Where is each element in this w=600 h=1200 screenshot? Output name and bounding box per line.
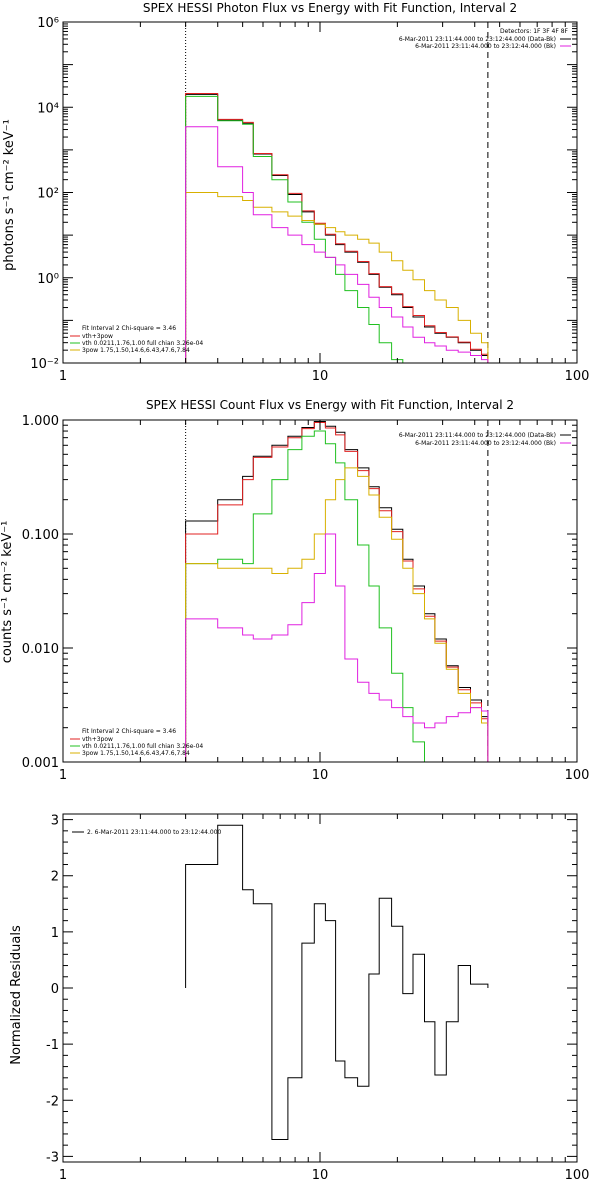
y-tick-label: 0 — [51, 982, 59, 997]
series-bk-0 — [185, 126, 489, 363]
panel-photon-flux: SPEX HESSI Photon Flux vs Energy with Fi… — [2, 1, 589, 384]
series-vth-1 — [185, 430, 425, 762]
panel-residuals: Normalized Residuals 1 10 100 -3 -2 -1 0 1 2 3 2.… — [9, 813, 590, 1183]
y-tick-label: 0.100 — [22, 528, 59, 543]
y-tick-label: -3 — [46, 1150, 59, 1165]
series-3pow-0 — [185, 192, 489, 363]
x-tick-label: 1 — [59, 768, 67, 783]
legend-data-bk: 6-Mar-2011 23:11:44.000 to 23:12:44.000 … — [399, 36, 556, 43]
legend-bottom-left-count: Fit Interval 2 Chi-square = 3.46 vth+3po… — [70, 728, 203, 757]
x-tick-label: 100 — [565, 768, 590, 783]
legend-bottom-left-photon: Fit Interval 2 Chi-square = 3.46 vth+3po… — [70, 325, 203, 354]
series-3pow-1 — [185, 467, 489, 762]
legend-3pow-count: 3pow 1.75,1.50,14.6,6.43,47.6,7.84 — [82, 750, 190, 757]
legend-top-left-residuals: 2. 6-Mar-2011 23:11:44.000 to 23:12:44.0… — [72, 829, 222, 836]
plot-area-count: 1 10 100 0.001 0.010 0.100 1.000 — [22, 414, 590, 783]
x-tick-label: 10 — [312, 1168, 329, 1183]
legend-detectors: Detectors: 1F 3F 4F 8F — [500, 28, 569, 35]
legend-top-right-count: 6-Mar-2011 23:11:44.000 to 23:12:44.000 … — [399, 432, 571, 447]
legend-vth3pow-count: vth+3pow — [82, 736, 113, 743]
x-tick-label: 10 — [312, 768, 329, 783]
plot-frame — [62, 419, 578, 763]
legend-vth-count: vth 0.0211,1.76,1.00 full chian 3.26e-04 — [82, 743, 203, 750]
y-tick-label: 1.000 — [22, 414, 59, 429]
panel-count-flux: SPEX HESSI Count Flux vs Energy with Fit… — [0, 398, 590, 783]
series-vth-0 — [185, 95, 404, 363]
legend-vth: vth 0.0211,1.76,1.00 full chian 3.26e-04 — [82, 340, 203, 347]
series-data-2 — [185, 824, 489, 1140]
x-tick-label: 100 — [565, 1168, 590, 1183]
legend-bk-count: 6-Mar-2011 23:11:44.000 to 23:12:44.000 … — [415, 440, 556, 447]
x-tick-label: 1 — [59, 1168, 67, 1183]
chart-title-count: SPEX HESSI Count Flux vs Energy with Fit… — [146, 398, 514, 412]
legend-residuals: 2. 6-Mar-2011 23:11:44.000 to 23:12:44.0… — [87, 829, 222, 836]
y-axis-label-residuals: Normalized Residuals — [9, 925, 24, 1065]
y-axis-label-photon: photons s⁻¹ cm⁻² keV⁻¹ — [2, 119, 17, 271]
x-tick-label: 100 — [565, 369, 590, 384]
y-tick-label: 10⁻² — [30, 357, 59, 372]
y-tick-label: 1 — [51, 926, 59, 941]
legend-vth3pow: vth+3pow — [82, 333, 113, 340]
y-tick-label: 3 — [51, 814, 59, 829]
plot-area-photon: 1 10 100 10⁻² 10⁰ 10² 10⁴ 10⁶ — [30, 16, 589, 384]
legend-3pow: 3pow 1.75,1.50,14.6,6.43,47.6,7.84 — [82, 347, 190, 354]
y-tick-label: -2 — [46, 1094, 59, 1109]
legend-fit-interval: Fit Interval 2 Chi-square = 3.46 — [82, 325, 176, 332]
y-tick-label: 10⁰ — [37, 272, 59, 287]
x-tick-label: 1 — [59, 369, 67, 384]
plot-frame — [62, 813, 578, 1163]
y-tick-label: 10⁶ — [37, 16, 59, 31]
legend-top-right-photon: Detectors: 1F 3F 4F 8F 6-Mar-2011 23:11:… — [399, 28, 571, 50]
legend-data-bk-count: 6-Mar-2011 23:11:44.000 to 23:12:44.000 … — [399, 432, 556, 439]
series-vth-3pow-1 — [185, 422, 489, 762]
plot-area-residuals: 1 10 100 -3 -2 -1 0 1 2 3 — [46, 813, 590, 1183]
y-tick-label: 0.001 — [22, 756, 59, 771]
y-axis-label-count: counts s⁻¹ cm⁻² keV⁻¹ — [0, 521, 15, 664]
y-tick-label: 10⁴ — [37, 101, 59, 116]
legend-bk: 6-Mar-2011 23:11:44.000 to 23:12:44.000 … — [415, 43, 556, 50]
y-tick-label: 0.010 — [22, 642, 59, 657]
chart-title-photon: SPEX HESSI Photon Flux vs Energy with Fi… — [143, 1, 517, 15]
plot-frame — [62, 21, 578, 364]
series-bk-1 — [185, 533, 489, 762]
y-tick-label: 2 — [51, 870, 59, 885]
y-tick-label: 10² — [37, 187, 59, 202]
x-tick-label: 10 — [312, 369, 329, 384]
legend-fit-interval-count: Fit Interval 2 Chi-square = 3.46 — [82, 728, 176, 735]
series-data-0 — [185, 93, 489, 363]
series-data-1 — [185, 421, 489, 762]
y-tick-label: -1 — [46, 1038, 59, 1053]
